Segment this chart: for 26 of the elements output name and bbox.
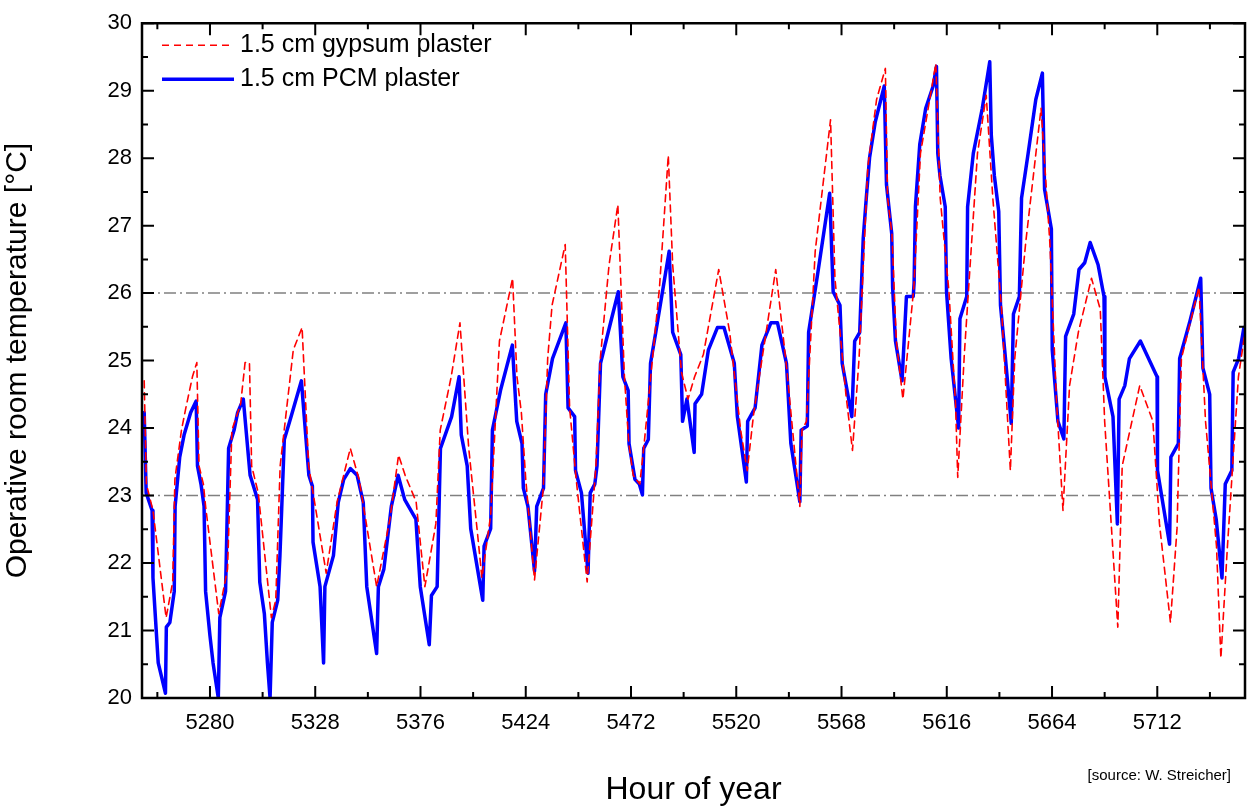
x-tick-label: 5616 <box>922 709 972 735</box>
y-tick-label: 22 <box>107 549 132 575</box>
x-tick-label: 5712 <box>1132 709 1182 735</box>
x-axis-title: Hour of year <box>605 769 782 806</box>
x-tick-label: 5376 <box>396 709 445 735</box>
x-tick-label: 5472 <box>606 709 656 735</box>
y-tick-label: 27 <box>107 211 132 237</box>
y-tick-label: 23 <box>107 481 132 507</box>
y-tick-label: 29 <box>107 76 132 102</box>
y-tick-label: 26 <box>107 279 132 305</box>
x-tick-label: 5280 <box>185 709 235 735</box>
y-tick-label: 30 <box>107 9 132 35</box>
y-tick-label: 21 <box>107 616 132 642</box>
text: [source: W. Streicher] <box>1087 766 1231 783</box>
y-axis-title: Operative room temperature [°C] <box>0 142 33 579</box>
y-tick-label: 20 <box>107 684 132 710</box>
y-tick-label: 25 <box>107 346 132 372</box>
x-tick-label: 5424 <box>501 709 551 735</box>
x-tick-label: 5328 <box>290 709 340 735</box>
legend-label: 1.5 cm PCM plaster <box>240 63 460 92</box>
x-tick-label: 5664 <box>1027 709 1077 735</box>
legend-label: 1.5 cm gypsum plaster <box>240 29 492 58</box>
y-tick-label: 28 <box>107 144 132 170</box>
y-tick-label: 24 <box>107 414 132 440</box>
x-tick-label: 5568 <box>817 709 866 735</box>
x-tick-label: 5520 <box>711 709 761 735</box>
